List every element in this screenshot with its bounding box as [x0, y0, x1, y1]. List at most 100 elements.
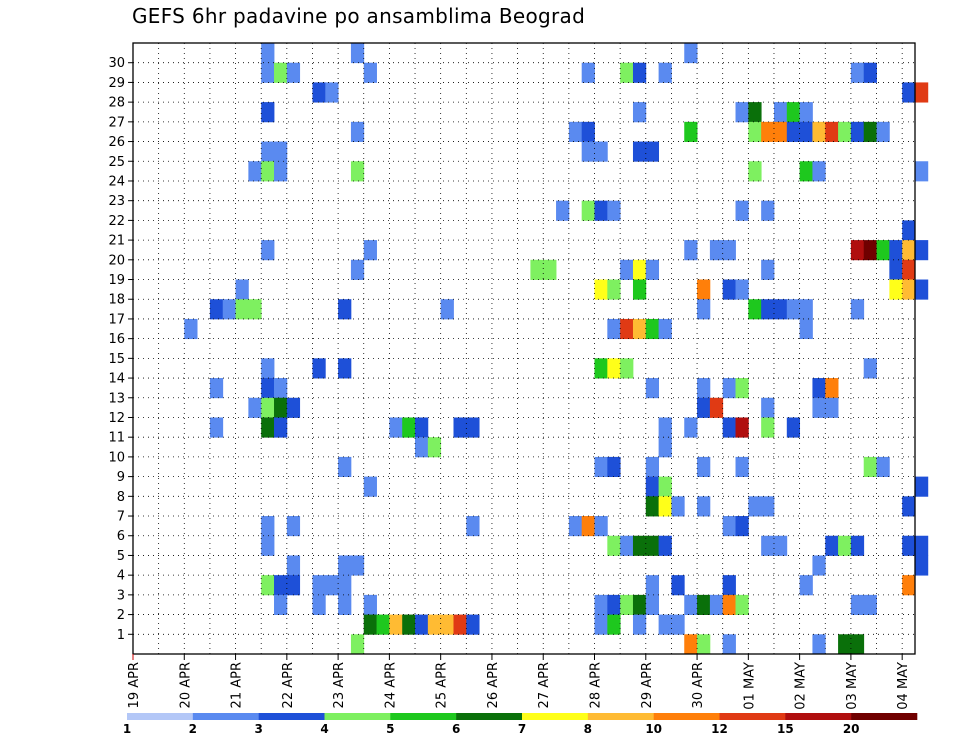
heatmap-cell	[581, 200, 595, 221]
colorbar-swatch	[851, 713, 918, 720]
heatmap-cell	[402, 614, 416, 635]
heatmap-cell	[209, 378, 224, 399]
heatmap-cell	[594, 279, 608, 300]
colorbar-swatch	[719, 713, 786, 720]
colorbar-swatch	[785, 713, 852, 720]
heatmap-cell	[632, 62, 647, 83]
heatmap-cell	[594, 358, 608, 379]
y-tick-label: 12	[108, 411, 125, 426]
heatmap-cell	[722, 378, 736, 399]
heatmap-cell	[863, 456, 877, 478]
heatmap-cell	[697, 634, 711, 655]
heatmap-cell	[607, 535, 621, 556]
heatmap-cell	[645, 496, 660, 517]
heatmap-cell	[889, 279, 903, 300]
heatmap-cell	[376, 614, 390, 635]
colorbar-swatch	[456, 713, 523, 720]
heatmap-cell	[799, 161, 813, 182]
heatmap-cell	[902, 82, 916, 103]
heatmap-cell	[850, 594, 865, 615]
x-tick-label: 30 APR	[691, 662, 706, 708]
heatmap-cell	[684, 240, 698, 261]
heatmap-cell	[812, 378, 826, 399]
heatmap-cell	[389, 614, 403, 635]
heatmap-cell	[274, 378, 288, 399]
heatmap-cell	[261, 141, 275, 162]
colorbar-label: 2	[189, 722, 197, 736]
colorbar-swatch	[258, 713, 325, 720]
heatmap-cell	[312, 575, 326, 596]
heatmap-cell	[440, 299, 454, 320]
heatmap-cell	[184, 318, 198, 340]
heatmap-cell	[915, 82, 929, 103]
colorbar-label: 8	[584, 722, 592, 736]
heatmap-cell	[632, 614, 647, 635]
heatmap-cell	[261, 358, 275, 379]
heatmap-cell	[761, 200, 775, 221]
heatmap-cell	[325, 82, 339, 103]
heatmap-cell	[363, 62, 377, 83]
colorbar-swatch	[653, 713, 720, 720]
heatmap-cell	[338, 575, 352, 596]
heatmap-cell	[863, 594, 877, 615]
heatmap-cell	[658, 614, 672, 635]
y-tick-label: 15	[108, 352, 125, 367]
heatmap-cell	[632, 102, 647, 123]
heatmap-cell	[735, 594, 749, 615]
heatmap-cell	[735, 516, 749, 537]
y-tick-label: 11	[108, 431, 125, 446]
heatmap-cell	[902, 259, 916, 280]
y-tick-label: 29	[108, 76, 125, 91]
heatmap-cell	[863, 121, 877, 142]
colorbar-swatch	[522, 713, 589, 720]
heatmap-cell	[722, 417, 736, 438]
heatmap-cell	[863, 358, 877, 379]
heatmap-cell	[594, 200, 608, 221]
heatmap-cell	[274, 161, 288, 182]
colorbar-label: 4	[320, 722, 328, 736]
heatmap-cell	[748, 496, 762, 517]
heatmap-cell	[773, 121, 788, 142]
heatmap-cell	[274, 141, 288, 162]
heatmap-cell	[235, 279, 249, 300]
colorbar-swatch	[127, 713, 194, 720]
heatmap-cell	[850, 299, 865, 320]
heatmap-cell	[889, 240, 903, 261]
heatmap-cell	[274, 575, 288, 596]
heatmap-cell	[748, 102, 762, 123]
heatmap-cell	[607, 614, 621, 635]
heatmap-cell	[350, 259, 365, 280]
heatmap-cell	[658, 437, 672, 458]
heatmap-cell	[850, 121, 865, 142]
heatmap-cell	[350, 555, 365, 576]
x-tick-label: 21 APR	[230, 662, 245, 708]
plot-frame	[132, 42, 916, 655]
heatmap-cell	[261, 575, 275, 596]
heatmap-cell	[312, 594, 326, 615]
heatmap-cell	[876, 456, 890, 478]
y-tick-label: 22	[108, 214, 125, 229]
y-tick-label: 30	[108, 56, 125, 71]
heatmap-cell	[607, 318, 621, 340]
heatmap-cell	[222, 299, 236, 320]
heatmap-cell	[838, 634, 852, 655]
heatmap-cell	[722, 279, 736, 300]
y-tick-label: 25	[108, 155, 125, 170]
heatmap-cell	[850, 240, 865, 261]
heatmap-cell	[645, 378, 660, 399]
heatmap-cell	[773, 102, 788, 123]
heatmap-cell	[338, 456, 352, 478]
heatmap-cell	[709, 240, 724, 261]
heatmap-cell	[645, 476, 660, 497]
x-tick-label: 02 MAY	[794, 662, 809, 710]
heatmap-cell	[568, 516, 583, 537]
heatmap-cell	[709, 397, 724, 418]
heatmap-cell	[261, 378, 275, 399]
heatmap-cell	[671, 614, 685, 635]
x-tick-label: 19 APR	[127, 662, 142, 708]
heatmap-cell	[338, 555, 352, 576]
heatmap-cell	[902, 575, 916, 596]
heatmap-cell	[286, 575, 301, 596]
heatmap-cell	[697, 496, 711, 517]
heatmap-cell	[209, 299, 224, 320]
